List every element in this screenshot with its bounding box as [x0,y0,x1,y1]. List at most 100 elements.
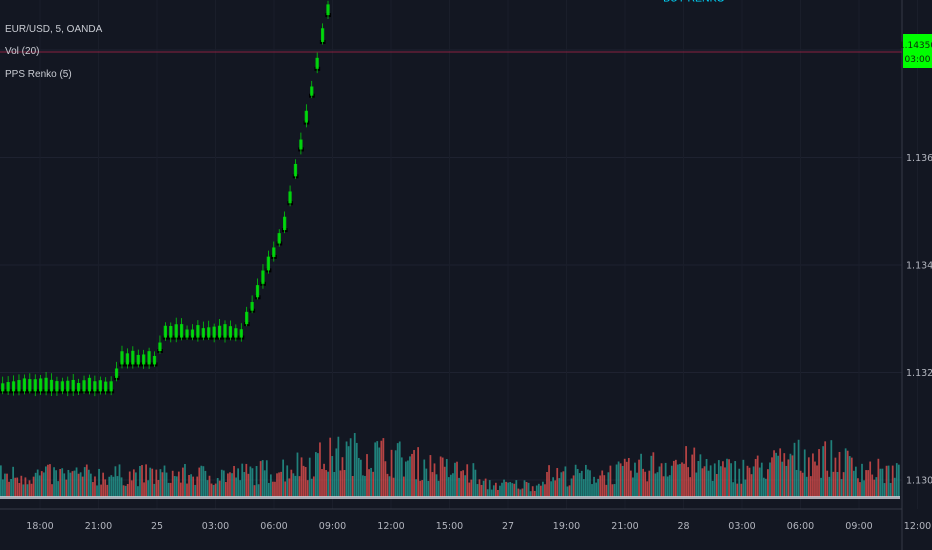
volume-bar [329,437,332,497]
time-tick-label: 03:00 [202,521,229,532]
volume-bar [593,476,595,497]
volume-bar [767,469,769,497]
volume-bar [568,485,571,497]
volume-bar [153,483,156,497]
time-tick-label: 15:00 [436,521,463,532]
volume-bar [623,458,626,497]
volume-bar [648,470,651,497]
volume-bar [783,453,786,497]
volume-bar [390,449,393,497]
volume-bar [437,480,440,497]
volume-bar [675,459,677,497]
volume-bar [431,472,434,497]
volume-bar [169,482,172,497]
volume-bar [812,453,814,497]
volume-bar [658,466,661,497]
volume-bar [824,441,827,497]
volume-bar [871,474,874,497]
volume-bar [828,476,831,497]
volume-bar [341,457,344,497]
volume-bar [439,456,442,497]
volume-bar [116,476,119,497]
volume-bar [625,461,628,497]
volume-bar [92,482,94,497]
volume-bar [317,453,319,497]
volume-bar [452,473,454,497]
volume-bar [758,467,761,497]
volume-bar [315,452,317,497]
volume-bar [482,480,485,497]
volume-bar [838,451,841,497]
volume-bars [0,433,900,499]
volume-bar [715,473,718,497]
volume-bar [104,479,107,497]
volume-legend[interactable]: Vol (20) [5,46,40,57]
volume-bar [67,469,70,497]
symbol-legend[interactable]: EUR/USD, 5, OANDA [5,24,103,35]
volume-bar [705,458,708,497]
volume-bar [0,465,2,497]
volume-bar [255,466,258,497]
volume-bar [357,457,360,497]
volume-bar [685,446,687,497]
volume-bar [640,453,642,497]
time-tick-label: 06:00 [260,521,287,532]
volume-bar [194,484,197,497]
volume-bar [460,471,462,497]
volume-bar [128,471,131,497]
volume-bar [155,469,158,497]
volume-bar [652,452,655,497]
volume-bar [247,473,250,497]
volume-bar [165,472,168,497]
volume-bar [591,484,593,497]
volume-bar [771,457,773,497]
volume-bar [386,473,389,497]
volume-bar [161,472,164,497]
volume-bar [748,467,751,497]
volume-bar [846,450,849,497]
indicator-legend[interactable]: PPS Renko (5) [5,69,72,80]
volume-bar [196,476,199,497]
volume-bar [662,476,665,497]
volume-bar [94,476,96,497]
volume-bar [656,472,659,497]
volume-bar [760,462,763,497]
volume-bar [362,475,364,497]
volume-bar [331,456,334,497]
time-tick-label: 09:00 [845,521,872,532]
volume-bar [842,472,845,497]
volume-bar [589,470,591,497]
volume-bar [544,484,546,497]
volume-bar [617,461,620,497]
volume-bar [288,478,291,497]
volume-bar [887,465,890,497]
volume-bar [605,484,608,497]
volume-bar [75,467,78,497]
price-tick-label: 1.13000 [906,476,932,487]
volume-bar [746,465,749,497]
volume-bar [550,481,552,497]
volume-bar [848,456,851,497]
volume-bar [722,461,724,497]
volume-bar [777,455,780,497]
volume-bar [619,463,622,497]
volume-bar [319,442,321,497]
volume-bar [730,463,732,497]
volume-bar [202,466,205,497]
volume-bar [820,477,822,497]
volume-bar [20,475,23,497]
volume-bar [6,473,8,497]
volume-bar [147,480,150,497]
volume-bar [535,485,538,497]
volume-bar [503,479,505,497]
volume-bar [468,482,471,497]
price-tick-label: 1.13600 [906,153,932,164]
time-axis[interactable]: 18:00 21:00 25 03:00 06:00 09:00 12:00 15:00 27 1… [26,521,931,532]
volume-bar [63,473,66,497]
volume-bar [415,479,417,497]
volume-bar [124,485,127,497]
volume-bar [634,462,636,497]
volume-bar [480,484,483,497]
volume-bar [576,468,579,497]
